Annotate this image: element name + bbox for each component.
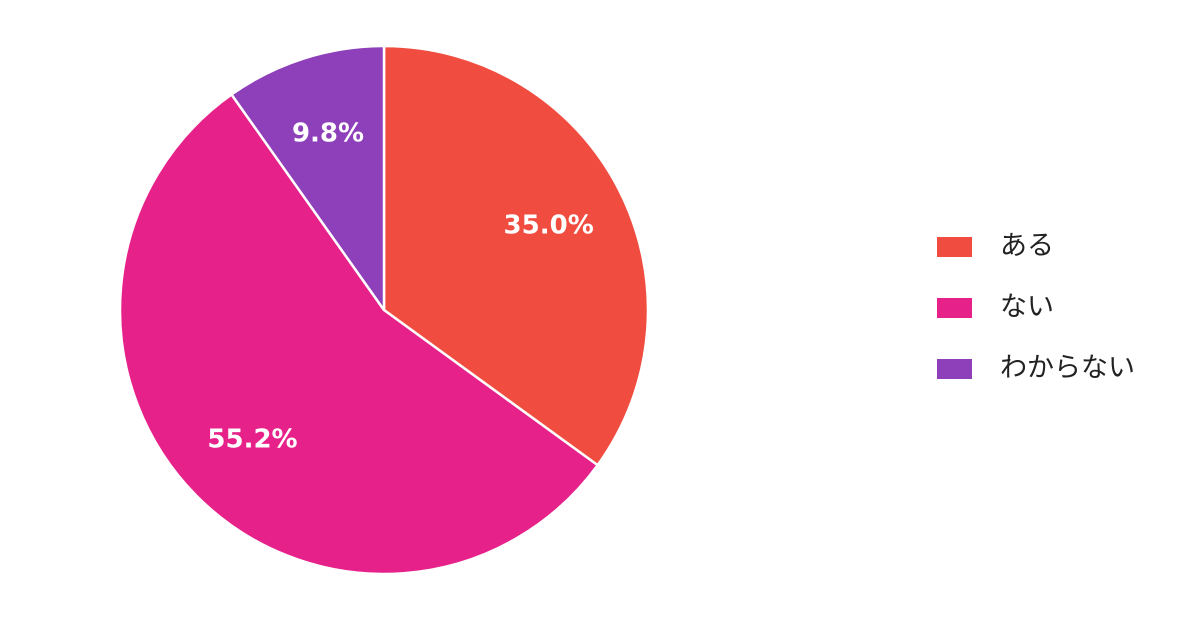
- legend-swatch: [937, 237, 972, 257]
- slice-label: 35.0%: [504, 211, 594, 241]
- pie-slice: [230, 44, 386, 312]
- pie-slice: [382, 44, 650, 467]
- legend-label: ない: [1000, 292, 1054, 323]
- legend-swatch: [937, 298, 972, 318]
- pie-slice: [118, 93, 599, 576]
- legend-swatch: [937, 359, 972, 379]
- legend-label: わからない: [1000, 353, 1135, 384]
- pie: [118, 44, 650, 576]
- legend-label: ある: [1000, 231, 1054, 262]
- slice-label: 55.2%: [207, 424, 297, 454]
- slice-label: 9.8%: [292, 118, 364, 148]
- slice-labels: 35.0% 55.2% 9.8%: [207, 118, 593, 454]
